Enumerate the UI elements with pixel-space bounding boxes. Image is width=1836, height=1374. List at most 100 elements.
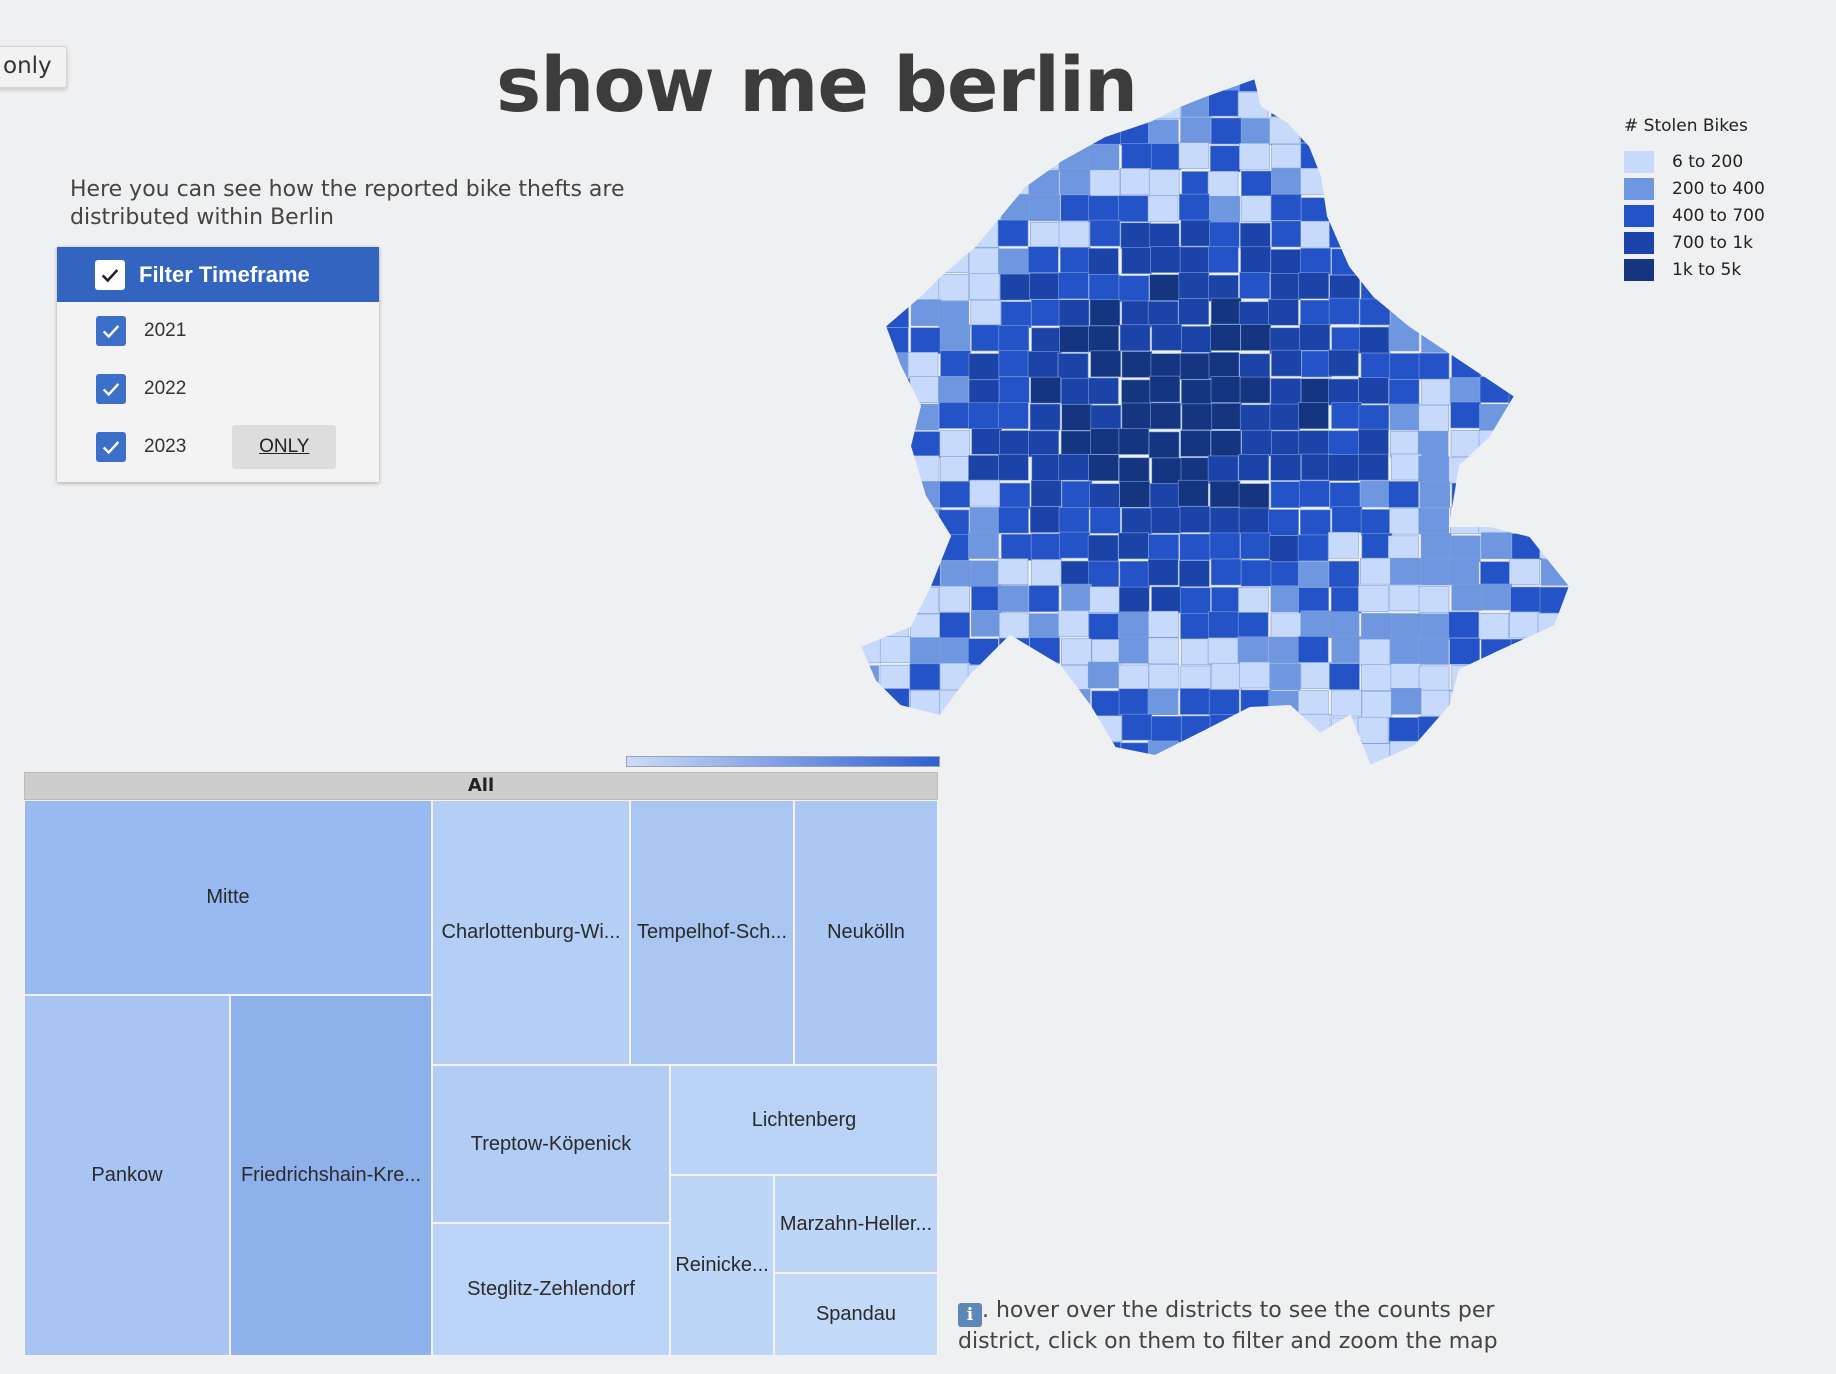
map-district-region[interactable]: [1238, 587, 1269, 614]
map-district-region[interactable]: [938, 143, 969, 170]
map-district-region[interactable]: [1270, 561, 1302, 589]
map-district-region[interactable]: [1421, 326, 1452, 353]
map-district-region[interactable]: [1479, 142, 1510, 169]
map-district-region[interactable]: [1450, 715, 1482, 743]
map-district-region[interactable]: [1359, 326, 1390, 354]
map-district-region[interactable]: [1237, 91, 1269, 119]
map-district-region[interactable]: [1178, 272, 1210, 299]
map-district-region[interactable]: [1210, 117, 1242, 145]
map-district-region[interactable]: [1090, 350, 1121, 378]
map-district-region[interactable]: [1389, 196, 1420, 224]
map-district-region[interactable]: [1361, 613, 1392, 640]
map-district-region[interactable]: [1210, 297, 1242, 325]
map-district-region[interactable]: [877, 169, 909, 196]
map-district-region[interactable]: [970, 299, 1002, 327]
map-district-region[interactable]: [1209, 221, 1240, 249]
map-district-region[interactable]: [1118, 636, 1150, 664]
map-district-region[interactable]: [1180, 430, 1211, 457]
map-district-region[interactable]: [1030, 506, 1061, 533]
map-district-region[interactable]: [1448, 66, 1480, 93]
map-district-region[interactable]: [1238, 483, 1270, 510]
map-district-region[interactable]: [1239, 272, 1270, 299]
map-district-region[interactable]: [1208, 611, 1239, 639]
map-district-region[interactable]: [968, 273, 1000, 301]
map-district-region[interactable]: [1569, 350, 1599, 377]
map-district-region[interactable]: [1180, 117, 1211, 144]
map-district-region[interactable]: [1089, 169, 1121, 197]
map-district-region[interactable]: [1571, 456, 1601, 482]
map-district-region[interactable]: [1418, 507, 1450, 535]
map-district-region[interactable]: [1119, 324, 1151, 352]
map-district-region[interactable]: [851, 222, 882, 249]
map-district-region[interactable]: [879, 636, 911, 663]
map-district-region[interactable]: [1148, 534, 1179, 561]
map-district-region[interactable]: [1089, 483, 1120, 511]
map-district-region[interactable]: [1328, 116, 1359, 144]
map-district-region[interactable]: [1270, 194, 1302, 221]
map-district-region[interactable]: [967, 690, 999, 718]
map-district-region[interactable]: [939, 612, 970, 639]
map-district-region[interactable]: [1361, 664, 1392, 691]
map-district-region[interactable]: [1300, 248, 1331, 275]
map-district-region[interactable]: [999, 662, 1030, 690]
map-district-region[interactable]: [1538, 379, 1569, 406]
map-district-region[interactable]: [1568, 508, 1599, 535]
map-district-region[interactable]: [1118, 275, 1150, 303]
map-district-region[interactable]: [879, 455, 911, 482]
map-district-region[interactable]: [1450, 507, 1481, 534]
map-district-region[interactable]: [1268, 298, 1299, 326]
map-district-region[interactable]: [1207, 246, 1239, 273]
map-district-region[interactable]: [1269, 403, 1301, 431]
map-district-region[interactable]: [1060, 430, 1092, 458]
map-district-region[interactable]: [1120, 168, 1151, 195]
map-district-region[interactable]: [1240, 689, 1272, 717]
map-district-region[interactable]: [1418, 91, 1449, 118]
map-district-region[interactable]: [1149, 483, 1181, 510]
select-all-checkbox[interactable]: [95, 259, 125, 290]
map-district-region[interactable]: [1271, 349, 1302, 377]
map-district-region[interactable]: [850, 483, 879, 510]
map-district-region[interactable]: [1569, 301, 1600, 329]
map-district-region[interactable]: [968, 353, 1000, 380]
map-district-region[interactable]: [1388, 66, 1419, 91]
treemap-cell-tempelhof[interactable]: Tempelhof-Sch...: [630, 800, 794, 1065]
map-district-region[interactable]: [1090, 405, 1122, 432]
map-district-region[interactable]: [1237, 612, 1269, 639]
filter-item-2022[interactable]: 2022: [57, 360, 379, 418]
map-district-region[interactable]: [1449, 143, 1481, 171]
map-district-region[interactable]: [1207, 739, 1239, 766]
map-district-region[interactable]: [1058, 299, 1090, 327]
map-district-region[interactable]: [1572, 586, 1602, 612]
map-district-region[interactable]: [1269, 535, 1300, 563]
map-district-region[interactable]: [1541, 117, 1572, 145]
map-district-region[interactable]: [1239, 376, 1271, 404]
map-district-region[interactable]: [1209, 532, 1241, 560]
map-district-region[interactable]: [851, 715, 882, 743]
treemap-cell-charlottenburg[interactable]: Charlottenburg-Wi...: [432, 800, 630, 1065]
map-district-region[interactable]: [1150, 92, 1182, 120]
map-district-region[interactable]: [1389, 507, 1420, 535]
map-district-region[interactable]: [1150, 143, 1182, 170]
map-district-region[interactable]: [851, 559, 882, 586]
map-district-region[interactable]: [1541, 143, 1572, 171]
map-district-region[interactable]: [850, 274, 881, 302]
map-district-region[interactable]: [1028, 613, 1060, 641]
map-district-region[interactable]: [1118, 89, 1150, 117]
map-district-region[interactable]: [997, 688, 1029, 716]
map-district-region[interactable]: [1478, 663, 1510, 690]
map-district-region[interactable]: [1509, 66, 1541, 92]
map-district-region[interactable]: [1448, 245, 1480, 273]
map-district-region[interactable]: [1329, 274, 1360, 302]
map-district-region[interactable]: [910, 637, 941, 664]
map-district-region[interactable]: [1029, 403, 1061, 431]
map-district-region[interactable]: [1059, 531, 1090, 559]
map-district-region[interactable]: [1148, 66, 1180, 91]
map-district-region[interactable]: [850, 402, 880, 430]
map-district-region[interactable]: [1121, 713, 1153, 741]
map-district-region[interactable]: [1180, 219, 1212, 247]
map-district-region[interactable]: [1541, 327, 1571, 354]
map-district-region[interactable]: [1000, 714, 1031, 741]
map-district-region[interactable]: [1388, 717, 1420, 744]
map-district-region[interactable]: [1118, 457, 1150, 485]
map-district-region[interactable]: [1329, 67, 1360, 94]
